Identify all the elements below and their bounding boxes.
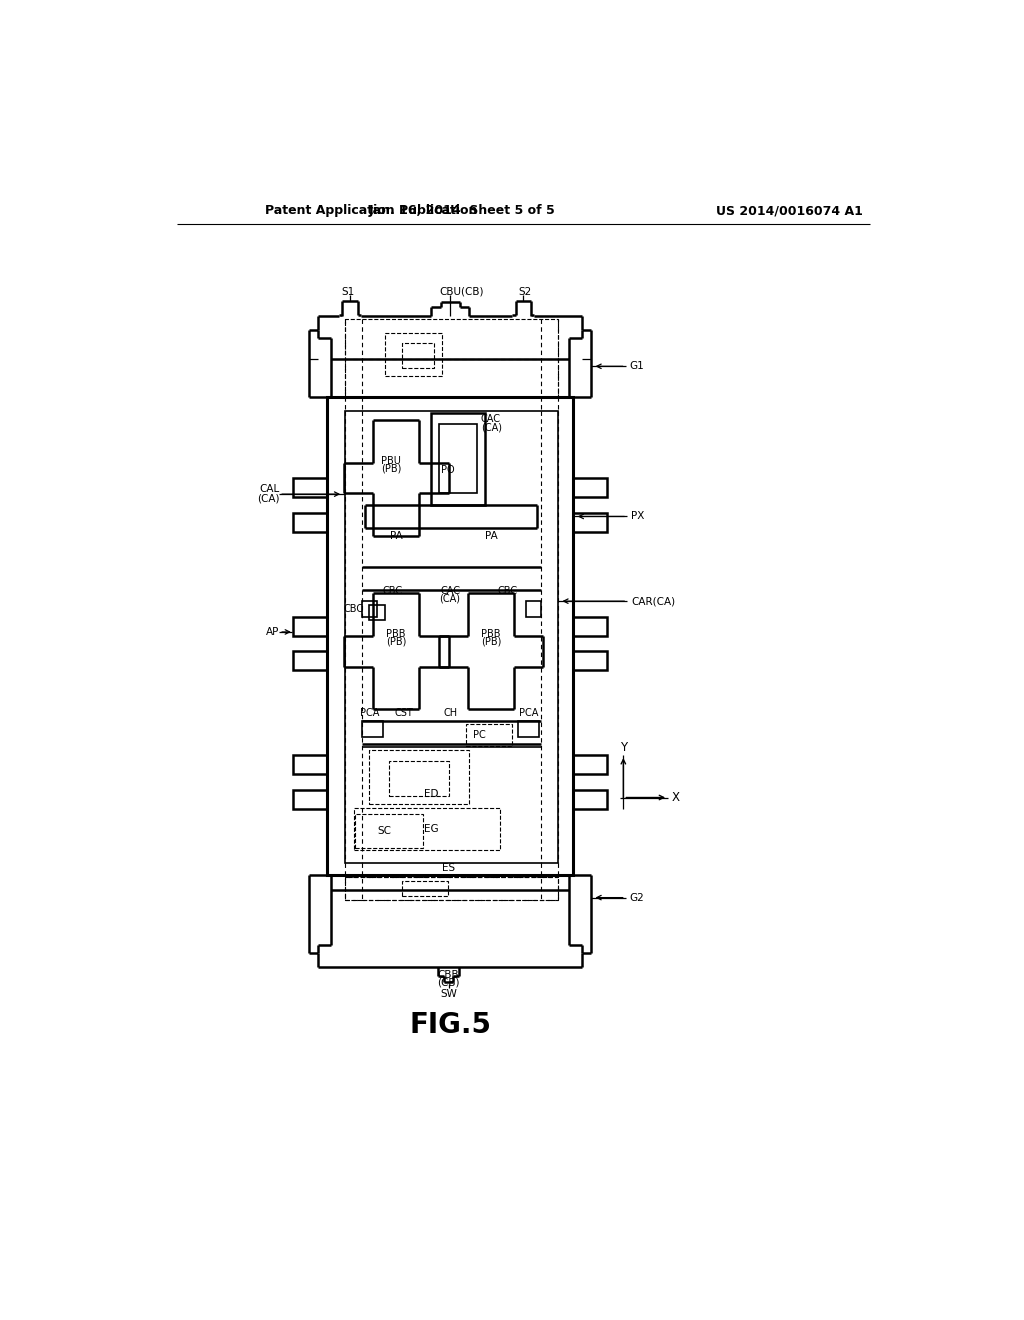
Bar: [293, 789, 327, 809]
Text: CAR(CA): CAR(CA): [631, 597, 675, 606]
Bar: [388, 762, 449, 796]
Bar: [438, 424, 477, 494]
Text: PBB: PBB: [481, 630, 501, 639]
Bar: [525, 601, 541, 616]
Text: S1: S1: [342, 286, 355, 297]
Text: G1: G1: [630, 362, 644, 371]
Bar: [293, 651, 327, 671]
Bar: [573, 512, 607, 532]
Text: Y: Y: [620, 741, 627, 754]
Bar: [370, 605, 385, 620]
Text: ES: ES: [442, 863, 455, 874]
Text: PBB: PBB: [386, 630, 406, 639]
Bar: [354, 808, 500, 850]
Bar: [401, 343, 434, 368]
Bar: [370, 750, 469, 804]
Bar: [293, 512, 327, 532]
Text: SW: SW: [440, 989, 457, 999]
Text: EG: EG: [424, 824, 438, 834]
Bar: [385, 333, 442, 376]
Text: PCA: PCA: [519, 708, 539, 718]
Bar: [345, 876, 558, 900]
Bar: [518, 721, 540, 738]
Text: CBC: CBC: [382, 586, 402, 597]
Text: CAL: CAL: [259, 484, 280, 495]
Bar: [361, 721, 383, 738]
Bar: [293, 478, 327, 498]
Text: PC: PC: [473, 730, 485, 741]
Text: CBC: CBC: [344, 603, 364, 614]
Text: PA: PA: [390, 531, 402, 541]
Text: (CA): (CA): [439, 594, 461, 603]
Text: FIG.5: FIG.5: [410, 1011, 492, 1039]
Text: CAC: CAC: [440, 586, 460, 597]
Text: CST: CST: [394, 708, 414, 718]
Text: X: X: [672, 791, 680, 804]
Text: Jan. 16, 2014  Sheet 5 of 5: Jan. 16, 2014 Sheet 5 of 5: [369, 205, 555, 218]
Bar: [355, 813, 423, 849]
Text: CBB: CBB: [437, 970, 460, 979]
Text: PCA: PCA: [359, 708, 379, 718]
Text: CH: CH: [443, 708, 457, 718]
Bar: [466, 725, 512, 746]
Text: SC: SC: [378, 825, 391, 836]
Text: (CA): (CA): [481, 422, 502, 432]
Bar: [345, 411, 558, 863]
Text: (CB): (CB): [437, 977, 460, 987]
Text: (CA): (CA): [257, 494, 280, 504]
Bar: [293, 755, 327, 775]
Bar: [293, 616, 327, 636]
Text: CAC: CAC: [481, 413, 501, 424]
Text: AP: AP: [266, 627, 280, 638]
Text: ED: ED: [424, 789, 438, 800]
Text: (PB): (PB): [381, 463, 401, 474]
Bar: [573, 789, 607, 809]
Bar: [401, 880, 447, 896]
Bar: [431, 413, 484, 506]
Text: PO: PO: [441, 465, 455, 475]
Text: CBU(CB): CBU(CB): [439, 286, 484, 297]
Text: G2: G2: [630, 892, 644, 903]
Bar: [573, 651, 607, 671]
Text: Patent Application Publication: Patent Application Publication: [265, 205, 477, 218]
Text: (PB): (PB): [480, 638, 501, 647]
Text: CBC: CBC: [498, 586, 518, 597]
Bar: [573, 616, 607, 636]
Bar: [327, 397, 573, 875]
Text: PA: PA: [484, 531, 498, 541]
Text: (PB): (PB): [386, 638, 407, 647]
Bar: [573, 755, 607, 775]
Bar: [345, 318, 558, 397]
Bar: [361, 601, 377, 616]
Bar: [573, 478, 607, 498]
Text: US 2014/0016074 A1: US 2014/0016074 A1: [716, 205, 862, 218]
Text: PBU: PBU: [381, 455, 400, 466]
Text: S2: S2: [518, 286, 531, 297]
Text: PX: PX: [631, 511, 644, 521]
